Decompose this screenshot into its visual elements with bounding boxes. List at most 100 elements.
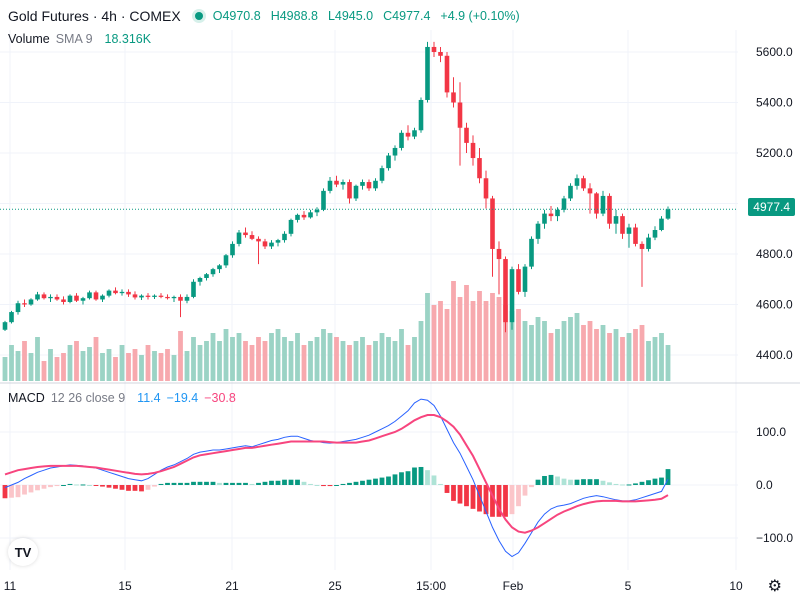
candle-body <box>620 216 625 234</box>
volume-bar <box>22 341 27 381</box>
macd-hist-bar <box>295 479 300 485</box>
macd-hist-bar <box>340 483 346 485</box>
candle-body <box>353 185 359 199</box>
macd-hist-bar <box>204 481 209 485</box>
macd-hist-bar <box>457 485 463 504</box>
volume-bar <box>74 341 79 381</box>
macd-hist-bar <box>373 478 378 485</box>
candle-body <box>191 281 196 297</box>
price-tick-label: 5400.0 <box>756 96 793 110</box>
macd-hist-bar <box>2 485 8 499</box>
volume-bar <box>353 341 359 381</box>
gear-icon[interactable]: ⚙ <box>767 578 782 595</box>
volume-label[interactable]: Volume <box>8 32 50 46</box>
candle-body <box>119 291 125 294</box>
candle-body <box>542 213 547 224</box>
macd-hist-bar <box>477 485 482 512</box>
time-tick-label: 21 <box>225 579 239 593</box>
macd-hist-bar <box>61 485 66 486</box>
macd-hist-bar <box>516 485 521 507</box>
macd-hist-bar <box>158 483 164 485</box>
volume-bar <box>613 329 619 381</box>
candle-body <box>93 292 99 300</box>
candle-body <box>87 292 92 299</box>
macd-hist-bar <box>386 476 391 485</box>
low-value: L4945.0 <box>327 9 374 23</box>
volume-bar <box>139 355 144 381</box>
candle-body <box>152 295 157 297</box>
volume-bar <box>80 351 86 381</box>
volume-bar <box>9 345 14 381</box>
macd-hist-bar <box>145 485 151 490</box>
candle-body <box>249 235 255 239</box>
volume-bar <box>581 325 586 381</box>
macd-hist-bar <box>301 481 307 485</box>
macd-hist-bar <box>178 482 183 485</box>
candle-body <box>54 296 60 300</box>
macd-hist-bar <box>152 485 157 487</box>
symbol-title[interactable]: Gold Futures · 4h · COMEX <box>8 8 181 24</box>
volume-bar <box>152 351 157 381</box>
volume-bar <box>503 305 508 381</box>
candle-body <box>165 296 170 299</box>
volume-bar <box>132 349 138 381</box>
candlestick-series[interactable] <box>2 41 671 333</box>
candle-body <box>262 241 268 247</box>
macd-hist-bar <box>607 482 612 485</box>
macd-hist-bar <box>412 467 417 485</box>
candle-body <box>100 295 105 300</box>
volume-bar <box>48 349 53 381</box>
volume-bar <box>41 361 47 381</box>
candle-body <box>288 219 294 234</box>
volume-bar <box>54 357 60 381</box>
hist-value: −30.8 <box>204 391 236 405</box>
macd-hist-bar <box>236 482 242 485</box>
volume-bar <box>171 355 177 381</box>
volume-bar <box>204 341 209 381</box>
candle-body <box>477 158 482 179</box>
macd-value: 11.4 <box>137 391 161 405</box>
grid-lines <box>0 30 738 570</box>
volume-value: 18.316K <box>104 32 152 46</box>
macd-hist-bar <box>418 466 424 485</box>
macd-params: 12 26 close 9 <box>50 391 126 405</box>
volume-bar <box>392 341 398 381</box>
candle-body <box>405 132 411 137</box>
volume-bar <box>360 337 365 381</box>
macd-hist-bar <box>165 482 170 485</box>
macd-hist-bar <box>217 482 222 485</box>
macd-hist-bar <box>171 482 177 485</box>
macd-label[interactable]: MACD <box>8 391 45 405</box>
macd-hist-bar <box>594 479 599 485</box>
macd-hist-bar <box>197 481 203 485</box>
macd-hist-bar <box>288 479 294 485</box>
macd-hist-bar <box>405 471 411 485</box>
volume-bar <box>607 333 612 381</box>
candle-body <box>470 142 476 159</box>
macd-hist-bar <box>425 470 430 485</box>
macd-hist-bar <box>652 478 658 485</box>
macd-axis[interactable]: 100.0 0.0 −100.0 <box>756 425 793 545</box>
macd-hist-bar <box>321 485 326 487</box>
time-tick-label: 10 <box>729 579 743 593</box>
volume-bar <box>490 293 495 381</box>
macd-hist-bar <box>529 485 534 488</box>
volume-bar <box>340 341 346 381</box>
candle-body <box>340 182 346 185</box>
candle-body <box>418 99 424 131</box>
volume-bar <box>379 333 385 381</box>
macd-hist-bar <box>555 476 560 485</box>
macd-hist-bar <box>522 485 528 496</box>
tradingview-logo-icon[interactable]: TV <box>8 538 38 566</box>
volume-bars <box>2 281 671 381</box>
candle-body <box>139 295 144 298</box>
macd-histogram <box>2 466 671 517</box>
price-axis[interactable]: 4400.0 4600.0 4800.0 5200.0 5400.0 5600.0 <box>756 45 793 362</box>
time-tick-label: 15:00 <box>416 579 446 593</box>
time-axis[interactable]: 11 15 21 25 15:00 Feb 5 10 <box>4 579 743 593</box>
macd-line <box>4 398 669 558</box>
macd-hist-bar <box>535 479 541 485</box>
volume-bar <box>477 291 482 381</box>
macd-hist-bar <box>464 485 469 507</box>
